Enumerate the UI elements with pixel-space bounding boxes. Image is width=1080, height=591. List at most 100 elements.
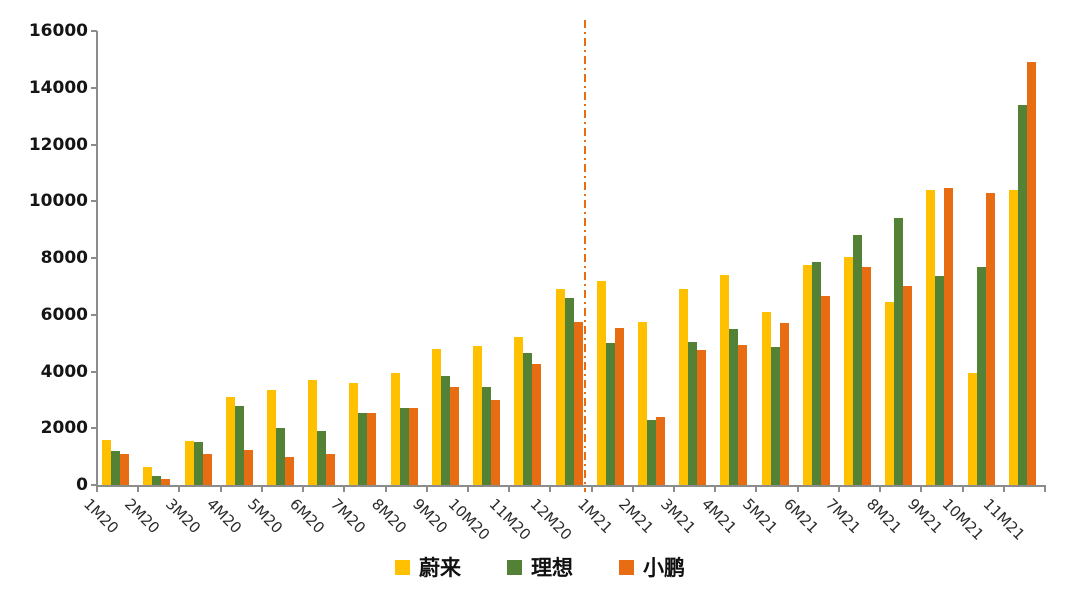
x-axis-tick (920, 486, 923, 492)
x-axis-tick (343, 486, 346, 492)
x-axis-tick (384, 486, 387, 492)
bar-xpeng-5m21 (779, 323, 789, 485)
x-axis-tick (673, 486, 676, 492)
x-axis-tick (1044, 486, 1046, 492)
legend-item-xpeng: 小鹏 (619, 552, 685, 582)
x-axis-tick (631, 486, 634, 492)
bar-li-auto-9m20 (440, 375, 450, 485)
legend-label-nio: 蔚来 (419, 556, 461, 580)
bar-nio-6m21 (802, 265, 812, 485)
bar-xpeng-5m20 (284, 456, 294, 485)
y-axis-tick (91, 427, 97, 430)
bar-nio-4m20 (225, 397, 235, 485)
bar-nio-9m20 (431, 348, 441, 485)
bar-nio-6m20 (308, 380, 318, 485)
y-axis-tick (91, 30, 97, 32)
bar-nio-3m20 (184, 441, 194, 485)
y-axis-tick-label: 8000 (40, 248, 88, 268)
x-axis-tick (302, 486, 305, 492)
x-axis-tick-label: 10M20 (444, 495, 493, 544)
x-axis-tick (219, 486, 222, 492)
x-axis-tick-label: 1M20 (79, 495, 122, 538)
bar-xpeng-7m21 (862, 266, 872, 485)
x-axis-tick (879, 486, 882, 492)
bar-li-auto-4m20 (234, 405, 244, 485)
bar-li-auto-8m21 (894, 218, 904, 485)
x-axis-tick (961, 486, 964, 492)
x-axis-tick (508, 486, 511, 492)
bar-xpeng-1m21 (614, 327, 624, 485)
bar-xpeng-2m20 (161, 479, 171, 485)
bar-li-auto-6m20 (317, 431, 327, 485)
bar-nio-2m20 (143, 466, 153, 485)
x-axis-tick-label: 10M21 (938, 495, 988, 544)
x-axis-tick-label: 2M20 (120, 495, 163, 538)
bar-nio-10m21 (967, 372, 977, 485)
bar-nio-7m20 (349, 382, 359, 485)
bar-xpeng-10m21 (985, 192, 995, 485)
x-axis-tick-label: 9M21 (903, 495, 947, 538)
bar-nio-2m21 (637, 321, 647, 485)
bar-xpeng-6m21 (820, 296, 830, 485)
x-axis-tick (1002, 486, 1005, 492)
x-axis-tick-label: 12M20 (526, 495, 576, 544)
bar-nio-4m21 (720, 275, 730, 485)
bar-li-auto-10m20 (482, 387, 492, 485)
x-axis-tick-label: 8M21 (862, 495, 905, 538)
bar-nio-1m20 (102, 439, 112, 485)
y-axis-tick-label: 2000 (40, 418, 88, 439)
bar-xpeng-4m20 (243, 449, 253, 485)
bar-nio-5m21 (761, 311, 771, 485)
x-axis-tick (590, 486, 593, 492)
bar-li-auto-3m20 (193, 442, 203, 485)
bar-nio-8m21 (885, 301, 895, 485)
x-axis-tick-label: 4M21 (697, 495, 740, 538)
bar-nio-5m20 (266, 389, 276, 485)
x-axis-tick-label: 9M20 (409, 495, 452, 538)
bar-li-auto-2m20 (152, 476, 162, 485)
bar-li-auto-7m20 (358, 412, 368, 485)
y-axis-tick-label: 6000 (40, 304, 88, 325)
x-axis-tick (466, 486, 469, 492)
x-axis-tick-label: 4M20 (203, 495, 246, 538)
y-axis-tick (91, 313, 97, 316)
bar-xpeng-9m20 (449, 387, 459, 485)
legend-item-li-auto: 理想 (507, 552, 573, 582)
legend-swatch-xpeng (619, 559, 634, 575)
bar-xpeng-11m20 (532, 364, 542, 485)
x-axis-tick-label: 1M21 (574, 495, 617, 538)
bar-nio-11m21 (1008, 189, 1018, 485)
bar-nio-9m21 (926, 189, 936, 485)
bar-li-auto-8m20 (399, 408, 409, 485)
x-axis-tick-label: 3M20 (162, 495, 205, 538)
x-axis-tick (796, 486, 799, 492)
bar-li-auto-1m20 (111, 450, 121, 485)
bar-li-auto-3m21 (688, 341, 698, 485)
bar-li-auto-7m21 (853, 235, 863, 485)
bar-xpeng-12m20 (573, 321, 583, 485)
bar-li-auto-2m21 (646, 419, 656, 485)
bar-nio-11m20 (514, 337, 524, 485)
bar-nio-3m21 (679, 289, 689, 485)
bar-li-auto-11m20 (523, 353, 533, 485)
bar-li-auto-1m21 (605, 343, 615, 485)
x-axis-tick (178, 486, 181, 492)
bar-xpeng-7m20 (367, 412, 377, 485)
x-axis-tick-label: 7M21 (821, 495, 864, 538)
bar-xpeng-10m20 (491, 399, 501, 485)
x-axis-tick-label: 11M21 (979, 495, 1029, 544)
legend-swatch-li-auto (507, 559, 522, 575)
x-axis-tick-label: 5M21 (739, 495, 782, 538)
bar-li-auto-4m21 (729, 328, 739, 485)
x-axis-tick (425, 486, 428, 492)
bar-li-auto-9m21 (935, 276, 945, 485)
x-axis-tick (714, 486, 717, 492)
legend-label-li-auto: 理想 (531, 556, 573, 580)
bar-li-auto-5m21 (770, 347, 780, 485)
y-axis-tick (91, 200, 97, 203)
bar-xpeng-6m20 (326, 453, 336, 485)
bar-li-auto-12m20 (564, 297, 574, 485)
y-axis-tick-label: 16000 (28, 21, 88, 41)
bar-li-auto-11m21 (1017, 104, 1027, 485)
x-axis-tick-label: 3M21 (656, 495, 699, 538)
